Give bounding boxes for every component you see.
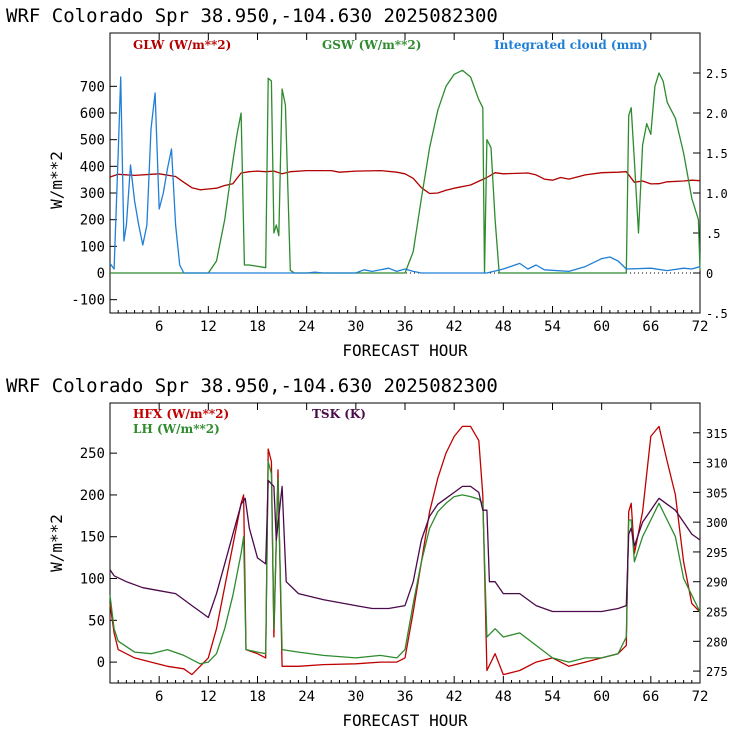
- chart-1-ylabel: W/m**2: [47, 151, 66, 209]
- chart-2-y-axis: 0 50 100 150 200 250: [80, 446, 117, 671]
- series-line-integrated: [109, 76, 701, 274]
- y-tick-label: 0: [97, 266, 105, 282]
- x-tick-label: 54: [544, 319, 561, 335]
- y2-tick-label: 300: [706, 516, 728, 530]
- y2-tick-label: 1.0: [706, 187, 728, 201]
- y-tick-label: 0: [97, 655, 105, 671]
- y2-tick-label: -.5: [706, 307, 728, 321]
- chart-2-x-axis: 6 12 18 24 30 36 42 48 54 60 66 72: [117, 403, 709, 705]
- chart-1: WRF Colorado Spr 38.950,-104.630 2025082…: [6, 5, 728, 360]
- y-tick-label: 200: [80, 488, 105, 504]
- series-line-hfx: [109, 425, 701, 676]
- chart-1-legend-glw: GLW (W/m**2): [133, 38, 231, 52]
- x-tick-label: 60: [593, 689, 610, 705]
- chart-2-legend-tsk: TSK (K): [312, 407, 366, 421]
- chart-1-legend-gsw: GSW (W/m**2): [322, 38, 421, 52]
- x-tick-label: 60: [593, 319, 610, 335]
- y2-tick-label: 2.5: [706, 67, 728, 81]
- chart-1-x-axis: 6 12 18 24 30 36 42 48 54 60 66 72: [117, 33, 709, 335]
- x-tick-label: 36: [397, 319, 414, 335]
- series-line-gsw: [110, 69, 701, 274]
- chart-1-xlabel: FORECAST HOUR: [342, 341, 468, 360]
- y-tick-label: 400: [80, 159, 105, 175]
- y2-tick-label: 2.0: [706, 107, 728, 121]
- x-tick-label: 12: [200, 689, 217, 705]
- y-tick-label: -100: [71, 293, 105, 309]
- series-line-tsk: [109, 479, 701, 619]
- y2-tick-label: 285: [706, 606, 728, 620]
- y-tick-label: 500: [80, 133, 105, 149]
- chart-1-y-axis: -100 0 100 200 300 400 500 600 700: [71, 79, 700, 309]
- y-tick-label: 200: [80, 213, 105, 229]
- y2-tick-label: 275: [706, 665, 728, 679]
- y2-tick-label: 310: [706, 457, 728, 471]
- y-tick-label: 700: [80, 79, 105, 95]
- series-line-glw: [109, 169, 701, 195]
- chart-1-series: [109, 69, 701, 274]
- y2-tick-label: 305: [706, 486, 728, 500]
- x-tick-label: 66: [642, 689, 659, 705]
- y2-tick-label: .5: [706, 227, 720, 241]
- chart-2-ylabel: W/m**2: [47, 514, 66, 572]
- chart-2-title: WRF Colorado Spr 38.950,-104.630 2025082…: [6, 375, 498, 397]
- chart-2-xlabel: FORECAST HOUR: [342, 711, 468, 730]
- x-tick-label: 30: [347, 319, 364, 335]
- y2-tick-label: 1.5: [706, 147, 728, 161]
- chart-2-legend-hfx: HFX (W/m**2): [133, 407, 229, 421]
- chart-1-y2-axis: -.5 0 .5 1.0 1.5 2.0 2.5: [693, 67, 728, 321]
- chart-2-series: [109, 425, 701, 676]
- x-tick-label: 12: [200, 319, 217, 335]
- chart-2-plot-frame: [109, 402, 701, 684]
- x-tick-label: 36: [397, 689, 414, 705]
- y2-tick-label: 315: [706, 427, 728, 441]
- x-tick-label: 18: [249, 689, 266, 705]
- x-tick-label: 18: [249, 319, 266, 335]
- y2-tick-label: 295: [706, 546, 728, 560]
- y-tick-label: 600: [80, 106, 105, 122]
- chart-1-title: WRF Colorado Spr 38.950,-104.630 2025082…: [6, 5, 498, 27]
- x-tick-label: 42: [446, 689, 463, 705]
- x-tick-label: 48: [495, 689, 512, 705]
- y2-tick-label: 0: [706, 267, 713, 281]
- x-tick-label: 24: [298, 319, 315, 335]
- chart-1-legend-cloud: Integrated cloud (mm): [494, 38, 648, 52]
- y2-tick-label: 280: [706, 635, 728, 649]
- x-tick-label: 6: [155, 319, 163, 335]
- chart-2-legend-lh: LH (W/m**2): [133, 422, 220, 436]
- y-tick-label: 250: [80, 446, 105, 462]
- y-tick-label: 50: [88, 613, 105, 629]
- x-tick-label: 72: [692, 689, 709, 705]
- x-tick-label: 6: [155, 689, 163, 705]
- chart-2: WRF Colorado Spr 38.950,-104.630 2025082…: [6, 375, 728, 730]
- y2-tick-label: 290: [706, 576, 728, 590]
- y-tick-label: 300: [80, 186, 105, 202]
- x-tick-label: 54: [544, 689, 561, 705]
- y-tick-label: 100: [80, 572, 105, 588]
- x-tick-label: 30: [347, 689, 364, 705]
- x-tick-label: 42: [446, 319, 463, 335]
- x-tick-label: 24: [298, 689, 315, 705]
- x-tick-label: 48: [495, 319, 512, 335]
- x-tick-label: 72: [692, 319, 709, 335]
- series-line-lh: [109, 460, 701, 665]
- chart-2-y2-axis: 275 280 285 290 295 300 305 310 315: [693, 427, 728, 679]
- y-tick-label: 150: [80, 530, 105, 546]
- x-tick-label: 66: [642, 319, 659, 335]
- y-tick-label: 100: [80, 239, 105, 255]
